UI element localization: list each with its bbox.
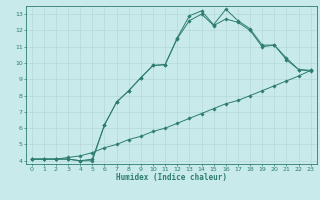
X-axis label: Humidex (Indice chaleur): Humidex (Indice chaleur)	[116, 173, 227, 182]
